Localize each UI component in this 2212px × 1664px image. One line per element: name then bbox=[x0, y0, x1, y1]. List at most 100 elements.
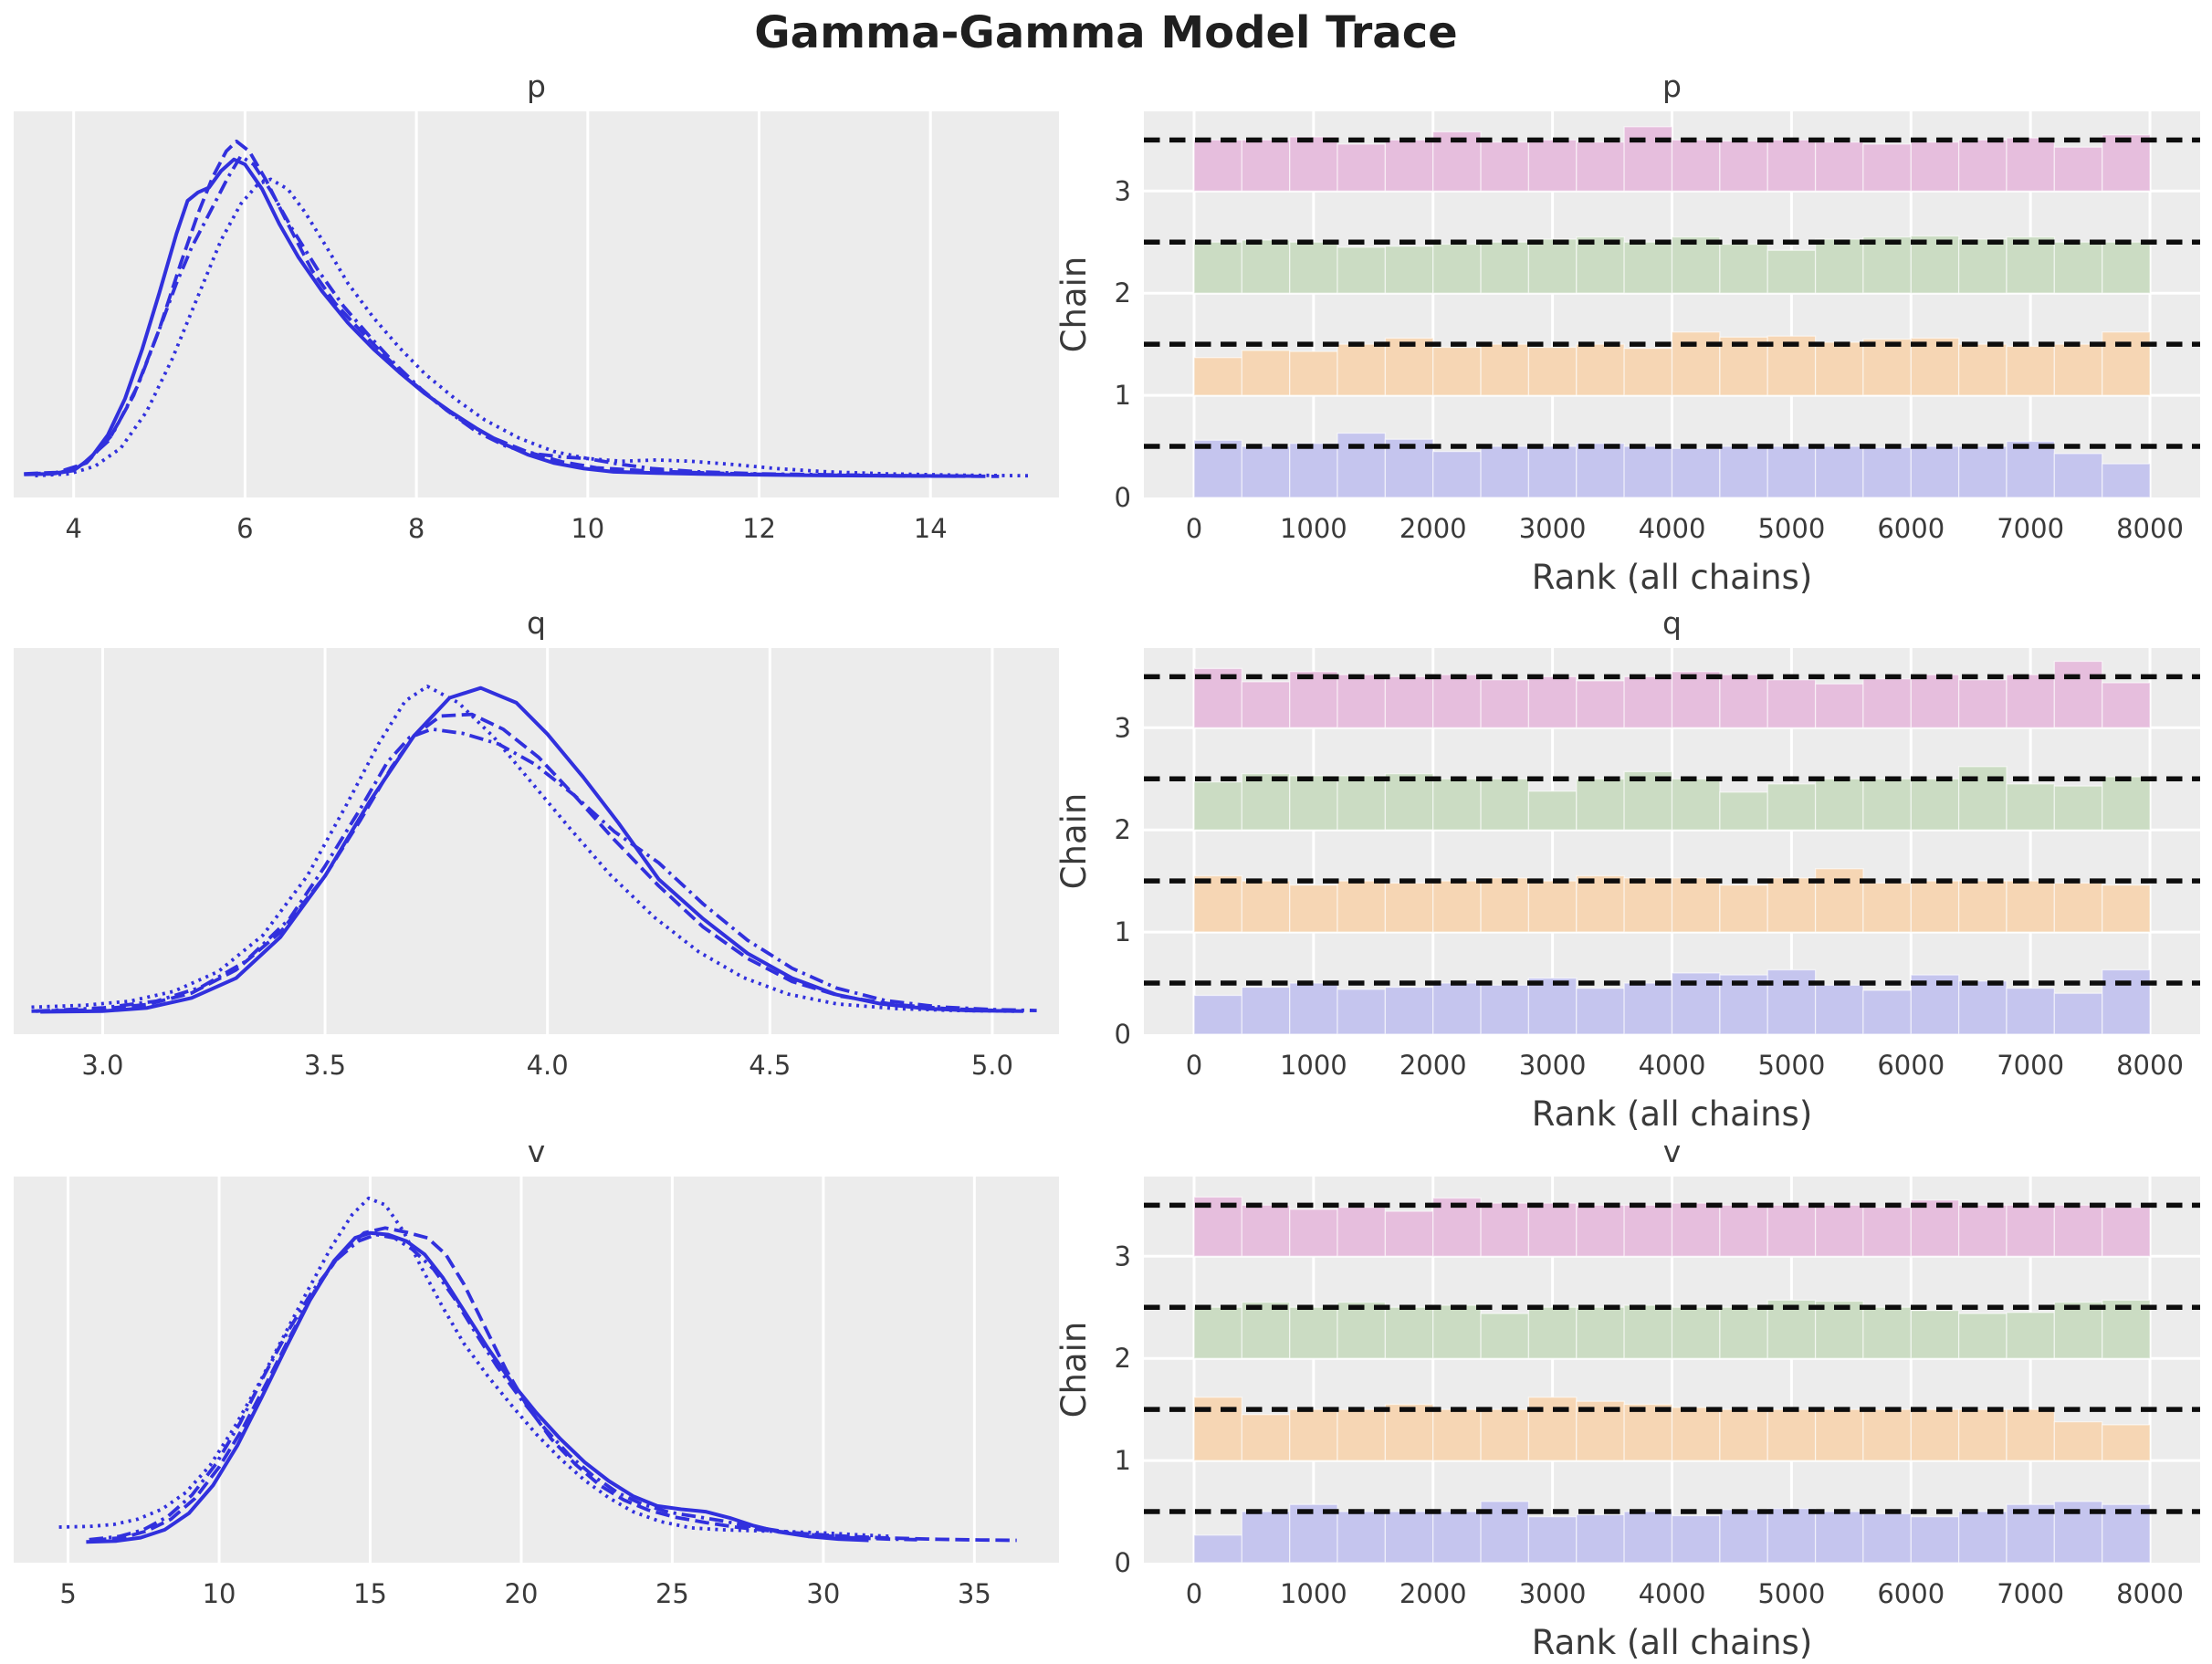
rank-bar bbox=[1719, 674, 1768, 728]
rank-bar bbox=[1527, 445, 1578, 498]
rank-bar bbox=[1384, 1511, 1434, 1564]
plot-area-kde-q bbox=[14, 648, 1059, 1034]
rank-bar bbox=[2053, 1420, 2103, 1461]
y-tick-label: 3 bbox=[1115, 1240, 1131, 1272]
rank-bar bbox=[1527, 880, 1578, 933]
rank-bars-chain-3 bbox=[1193, 126, 2151, 192]
rank-bar bbox=[1193, 780, 1243, 831]
x-tick-label: 3000 bbox=[1519, 1050, 1587, 1081]
x-tick-label: 4000 bbox=[1639, 1050, 1706, 1081]
rank-bar bbox=[1289, 136, 1338, 192]
rank-bar bbox=[1337, 880, 1387, 933]
rank-bar bbox=[2006, 440, 2056, 498]
rank-bar bbox=[2102, 134, 2151, 192]
rank-bar bbox=[1576, 141, 1625, 192]
x-tick-label: 8000 bbox=[2116, 1050, 2184, 1081]
rank-bar bbox=[1432, 1304, 1482, 1359]
rank-bar bbox=[1480, 1313, 1530, 1359]
y-axis-label: Chain bbox=[1054, 793, 1094, 890]
rank-bar bbox=[1766, 139, 1817, 192]
panel-title: v bbox=[1663, 1134, 1682, 1169]
y-tick-label: 1 bbox=[1115, 380, 1131, 411]
rank-bar bbox=[1480, 1202, 1530, 1257]
rank-bar bbox=[1910, 141, 1960, 192]
x-tick-label: 8000 bbox=[2116, 1578, 2184, 1609]
rank-bar bbox=[1337, 1511, 1387, 1564]
rank-bar bbox=[1862, 446, 1912, 498]
rank-bar bbox=[1241, 1204, 1291, 1257]
rank-bar bbox=[1719, 336, 1768, 396]
rank-bar bbox=[1576, 1204, 1625, 1257]
rank-bar bbox=[1480, 445, 1530, 498]
rank-bar bbox=[1193, 241, 1243, 294]
rank-bar bbox=[2053, 660, 2103, 728]
rank-bar bbox=[1527, 1515, 1578, 1564]
rank-bar bbox=[1480, 984, 1530, 1035]
rank-bars-chain-1 bbox=[1193, 331, 2151, 396]
rank-bar bbox=[1957, 343, 2008, 396]
panel-kde-p: 4 6 8 10 12 14 p bbox=[14, 68, 1059, 544]
rank-bar bbox=[1384, 882, 1434, 933]
rank-bar bbox=[2053, 882, 2103, 933]
rank-bar bbox=[1766, 445, 1817, 498]
rank-bar bbox=[1384, 139, 1434, 192]
rank-bar bbox=[2102, 241, 2151, 294]
rank-bar bbox=[1384, 246, 1434, 294]
rank-bar bbox=[1623, 675, 1673, 728]
rank-bar bbox=[1289, 1306, 1338, 1359]
rank-bar bbox=[1862, 677, 1912, 728]
rank-bar bbox=[2006, 1312, 2056, 1359]
rank-bar bbox=[1862, 989, 1912, 1035]
rank-bar bbox=[1957, 1204, 2008, 1257]
rank-bar bbox=[1719, 1408, 1768, 1461]
rank-bar bbox=[1527, 346, 1578, 396]
rank-bar bbox=[1671, 1407, 1721, 1461]
rank-bar bbox=[2006, 880, 2056, 933]
rank-bar bbox=[1623, 445, 1673, 498]
x-tick-label: 5000 bbox=[1757, 1050, 1825, 1081]
y-tick-label: 0 bbox=[1115, 1547, 1131, 1578]
rank-bar bbox=[1671, 235, 1721, 294]
rank-bar bbox=[1432, 1408, 1482, 1461]
rank-bar bbox=[2006, 987, 2056, 1035]
rank-bar bbox=[1241, 1511, 1291, 1564]
rank-bar bbox=[1289, 241, 1338, 294]
rank-bar bbox=[1719, 791, 1768, 831]
x-tick-label: 7000 bbox=[1997, 513, 2064, 544]
x-axis-label: Rank (all chains) bbox=[1532, 558, 1813, 597]
rank-bar bbox=[1576, 680, 1625, 728]
rank-bar bbox=[1814, 1300, 1864, 1359]
rank-bar bbox=[1623, 1511, 1673, 1564]
kde-curve-chain-2 bbox=[35, 177, 1030, 478]
x-tick-label: 2000 bbox=[1400, 513, 1467, 544]
panel-kde-v: 5 10 15 20 25 30 35 v bbox=[14, 1134, 1059, 1609]
rank-bar bbox=[1527, 790, 1578, 831]
rank-bars-chain-2 bbox=[1193, 1299, 2151, 1359]
rank-bar bbox=[1480, 241, 1530, 294]
rank-bar bbox=[1910, 880, 1960, 933]
rank-bar bbox=[1766, 249, 1817, 294]
rank-bar bbox=[2053, 785, 2103, 831]
x-axis-label: Rank (all chains) bbox=[1532, 1094, 1813, 1134]
plot-area-kde-p bbox=[14, 111, 1059, 497]
y-tick-label: 3 bbox=[1115, 175, 1131, 206]
y-axis-label: Chain bbox=[1054, 1322, 1094, 1418]
rank-bar bbox=[2053, 1301, 2103, 1359]
rank-bar bbox=[1766, 877, 1817, 933]
rank-bar bbox=[1337, 674, 1387, 728]
panel-title: p bbox=[1662, 68, 1682, 104]
rank-bars-chain-2 bbox=[1193, 766, 2151, 831]
rank-bar bbox=[1193, 1306, 1243, 1359]
rank-bar bbox=[1719, 884, 1768, 933]
rank-bar bbox=[1289, 1209, 1338, 1257]
rank-bar bbox=[1957, 238, 2008, 294]
rank-bars-chain-1 bbox=[1193, 868, 2151, 933]
kde-curve-chain-1 bbox=[91, 1226, 1017, 1543]
rank-bar bbox=[1623, 1204, 1673, 1257]
rank-bar bbox=[1289, 884, 1338, 933]
rank-bar bbox=[1910, 1309, 1960, 1359]
rank-bar bbox=[1527, 1202, 1578, 1257]
rank-bar bbox=[1766, 679, 1817, 728]
rank-bar bbox=[1480, 141, 1530, 192]
rank-bar bbox=[2006, 674, 2056, 728]
